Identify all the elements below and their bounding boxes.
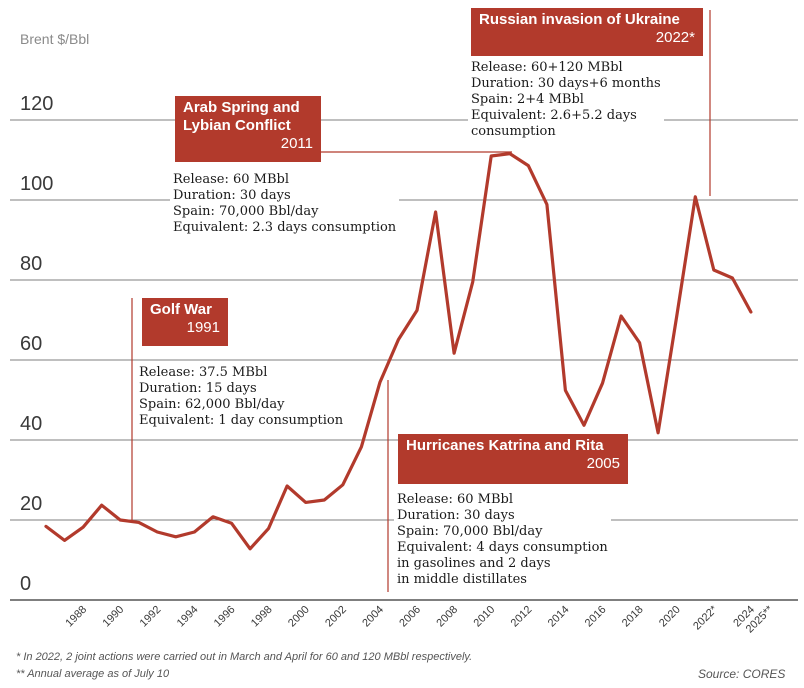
x-tick-label: 1990: [101, 604, 127, 630]
annotation-title-line2: Lybian Conflict: [183, 117, 291, 134]
annotation-line: Release: 37.5 MBbl: [139, 365, 268, 380]
x-tick-label: 1988: [63, 604, 89, 630]
annotation-title: Hurricanes Katrina and Rita: [406, 437, 604, 454]
annotation-year: 1991: [186, 319, 220, 336]
annotation-year: 2005: [586, 455, 620, 472]
annotation-line: Spain: 70,000 Bbl/day: [397, 524, 543, 539]
annotation-line: Equivalent: 1 day consumption: [139, 413, 344, 428]
annotation-line: Spain: 70,000 Bbl/day: [173, 204, 319, 219]
x-tick-label: 2018: [620, 604, 646, 630]
x-tick-label: 2014: [546, 604, 572, 630]
footnote-2022: * In 2022, 2 joint actions were carried …: [16, 651, 473, 663]
annotation-line: Duration: 15 days: [139, 381, 257, 396]
x-axis-labels: 1988 1990 1992 1994 1996 1998 2000 2002 2004 2006…: [63, 603, 776, 635]
annotation-year: 2022*: [655, 29, 695, 46]
annotation-line: Equivalent: 2.6+5.2 days: [471, 108, 637, 123]
y-tick-label: 120: [20, 93, 53, 115]
annotation-line: Release: 60 MBbl: [173, 172, 289, 187]
brent-price-line: [44, 152, 753, 551]
annotation-text-arab-spring: Release: 60 MBbl Duration: 30 days Spain…: [170, 172, 400, 236]
annotation-text-ukraine: Release: 60+120 MBbl Duration: 30 days+6…: [468, 60, 664, 140]
x-tick-label: 2004: [360, 604, 386, 630]
footnote-2025: ** Annual average as of July 10: [16, 668, 170, 680]
x-tick-label: 2022*: [691, 603, 720, 632]
x-tick-label: 2000: [286, 604, 312, 630]
annotation-box-arab-spring: Arab Spring and Lybian Conflict 2011: [175, 96, 321, 162]
annotation-leader-lines: [131, 10, 711, 592]
annotation-line: Equivalent: 2.3 days consumption: [173, 220, 397, 235]
annotation-title: Russian invasion of Ukraine: [479, 11, 680, 28]
y-tick-label: 80: [20, 253, 42, 275]
annotation-box-golf-war: Golf War 1991: [142, 298, 228, 346]
annotation-title: Arab Spring and: [183, 99, 300, 116]
annotation-line: in gasolines and 2 days: [397, 556, 551, 571]
y-tick-label: 60: [20, 333, 42, 355]
y-axis-unit-label: Brent $/Bbl: [20, 31, 89, 47]
annotation-line: Spain: 62,000 Bbl/day: [139, 397, 285, 412]
annotation-line: consumption: [471, 124, 556, 139]
y-tick-label: 20: [20, 493, 42, 515]
y-axis-labels: 0 20 40 60 80 100 120: [20, 93, 53, 595]
annotation-line: Equivalent: 4 days consumption: [397, 540, 608, 555]
x-tick-label: 2006: [397, 604, 423, 630]
annotation-line: Release: 60+120 MBbl: [471, 60, 623, 75]
annotation-line: Duration: 30 days: [397, 508, 515, 523]
x-tick-label: 2020: [657, 604, 683, 630]
source-note: Source: CORES: [698, 667, 786, 681]
y-tick-label: 40: [20, 413, 42, 435]
x-tick-label: 2002: [323, 604, 349, 630]
annotation-line: Release: 60 MBbl: [397, 492, 513, 507]
annotation-text-golf-war: Release: 37.5 MBbl Duration: 15 days Spa…: [136, 365, 347, 429]
annotation-box-hurricanes: Hurricanes Katrina and Rita 2005: [398, 434, 628, 484]
annotation-text-hurricanes: Release: 60 MBbl Duration: 30 days Spain…: [394, 492, 611, 588]
x-tick-label: 1996: [212, 604, 238, 630]
y-tick-label: 0: [20, 573, 31, 595]
x-tick-label: 2016: [583, 604, 609, 630]
y-tick-label: 100: [20, 173, 53, 195]
x-tick-label: 2010: [472, 604, 498, 630]
annotation-line: in middle distillates: [397, 572, 527, 587]
annotation-line: Duration: 30 days: [173, 188, 291, 203]
annotation-year: 2011: [280, 135, 313, 152]
annotation-line: Duration: 30 days+6 months: [471, 76, 661, 91]
x-tick-label: 1992: [138, 604, 164, 630]
x-tick-label: 2008: [434, 604, 460, 630]
annotation-line: Spain: 2+4 MBbl: [471, 92, 584, 107]
gridlines: [10, 119, 798, 521]
annotation-box-ukraine: Russian invasion of Ukraine 2022*: [471, 8, 703, 56]
annotation-title: Golf War: [150, 301, 212, 318]
x-tick-label: 1994: [175, 604, 201, 630]
x-tick-label: 2012: [509, 604, 535, 630]
x-tick-label: 1998: [249, 604, 275, 630]
